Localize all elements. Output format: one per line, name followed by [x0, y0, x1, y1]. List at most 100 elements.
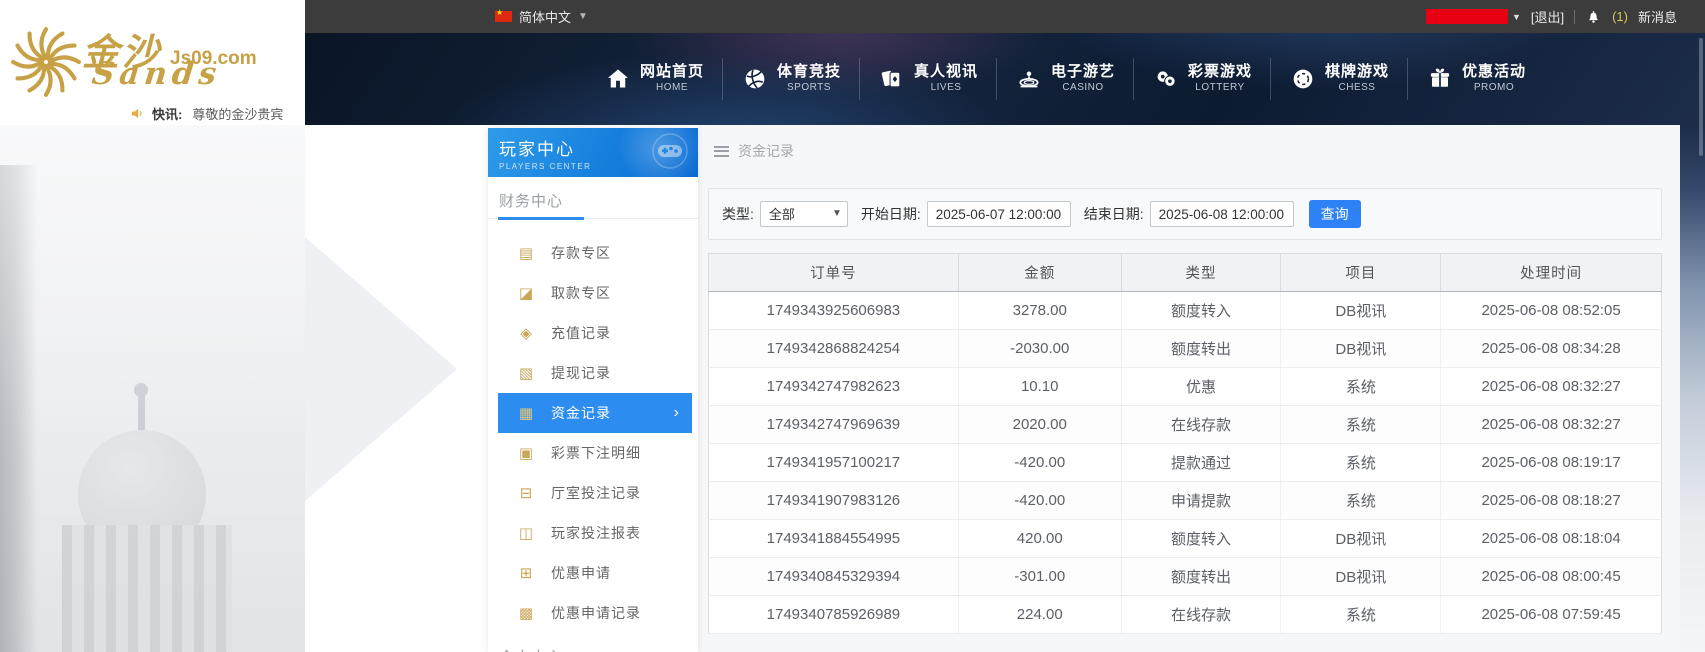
table-row: 1749341907983126 -420.00 申请提款 系统 2025-06…	[708, 481, 1662, 520]
nav-label: 电子游艺	[1050, 63, 1115, 81]
promo-apply-icon: ⊞	[519, 565, 533, 582]
home-icon	[608, 69, 628, 88]
header-project: 项目	[1280, 253, 1442, 292]
scrollbar-thumb[interactable]	[1699, 38, 1703, 156]
messages-link[interactable]: 新消息	[1637, 10, 1677, 25]
sidebar-title: 玩家中心	[499, 140, 575, 159]
table-row: 1749342747969639 2020.00 在线存款 系统 2025-06…	[708, 405, 1662, 444]
breadcrumb: 资金记录	[714, 141, 794, 161]
gamepad-icon	[652, 133, 688, 169]
sidebar-item[interactable]: ▩ 优惠申请记录	[498, 593, 692, 633]
cell-process-time: 2025-06-08 08:19:17	[1440, 443, 1662, 482]
withdrawal-record-icon: ▧	[518, 365, 534, 382]
recharge-record-icon: ◈	[520, 325, 532, 342]
cell-project: 系统	[1280, 367, 1442, 406]
sidebar-item[interactable]: ▦ 资金记录 ›	[498, 393, 692, 433]
cell-project: 系统	[1280, 595, 1442, 634]
nav-item-sports[interactable]: 体育竞技 SPORTS	[723, 49, 860, 109]
header-process-time: 处理时间	[1440, 253, 1662, 292]
sidebar-menu: ▤ 存款专区 ◪ 取款专区 ◈ 充值记录 ▧ 提现记录 ▦ 资金记录 › ▣	[488, 233, 698, 633]
nav-item-casino[interactable]: 电子游艺 CASINO	[997, 49, 1134, 109]
cell-order-no: 1749342868824254	[708, 329, 959, 368]
chevron-down-icon: ▼	[578, 11, 588, 22]
header-order-no: 订单号	[708, 253, 959, 292]
sidebar-item[interactable]: ▣ 彩票下注明细	[498, 433, 692, 473]
deposit-card-icon: ▤	[518, 245, 534, 262]
nav-item-lottery[interactable]: 彩票游戏 LOTTERY	[1134, 49, 1271, 109]
funds-record-icon: ▦	[518, 405, 534, 422]
cell-order-no: 1749341907983126	[708, 481, 959, 520]
sidebar-item-label: 资金记录	[551, 405, 611, 421]
hamburger-icon[interactable]	[714, 145, 729, 157]
sidebar-item[interactable]: ◈ 充值记录	[498, 313, 692, 353]
cell-project: DB视讯	[1280, 291, 1442, 330]
players-center-sidebar: 玩家中心 PLAYERS CENTER 财务中心 ▤ 存款专区 ◪ 取款专区 ◈…	[488, 128, 698, 652]
bell-icon[interactable]	[1585, 8, 1602, 26]
end-date-label: 结束日期:	[1083, 206, 1144, 222]
nav-item-home[interactable]: 网站首页 HOME	[586, 49, 723, 109]
sports-ball-icon	[745, 69, 765, 89]
end-date-input[interactable]	[1149, 201, 1294, 227]
cell-type: 在线存款	[1120, 405, 1282, 444]
username-redacted[interactable]	[1425, 9, 1508, 24]
nav-item-promo[interactable]: 优惠活动 PROMO	[1408, 49, 1545, 109]
user-group: ▼ [退出] (1) 新消息	[1425, 0, 1677, 33]
page-gutter	[305, 125, 488, 652]
sidebar-item[interactable]: ⊟ 厅室投注记录	[498, 473, 692, 513]
lottery-balls-icon	[1157, 71, 1176, 87]
start-date-label: 开始日期:	[860, 206, 921, 222]
watermark-triangle	[305, 237, 457, 501]
start-date-input[interactable]	[926, 201, 1071, 227]
table-row: 1749340845329394 -301.00 额度转出 DB视讯 2025-…	[708, 557, 1662, 596]
cell-order-no: 1749343925606983	[708, 291, 959, 330]
cell-amount: 10.10	[957, 367, 1122, 406]
nav-label: 体育竞技	[776, 63, 841, 81]
cell-process-time: 2025-06-08 08:32:27	[1440, 367, 1662, 406]
cell-project: DB视讯	[1280, 557, 1442, 596]
cell-process-time: 2025-06-08 08:00:45	[1440, 557, 1662, 596]
sidebar-item-label: 彩票下注明细	[551, 445, 641, 461]
page-right-background	[1680, 125, 1705, 652]
logo-domain-text[interactable]: Js09.com	[170, 48, 257, 69]
language-selector[interactable]: ★ 简体中文 ▼	[495, 0, 588, 33]
playing-cards-icon	[881, 70, 901, 88]
cell-amount: -301.00	[957, 557, 1122, 596]
cell-type: 在线存款	[1120, 595, 1282, 634]
cell-process-time: 2025-06-08 08:34:28	[1440, 329, 1662, 368]
gift-icon	[1430, 68, 1450, 87]
sidebar-item[interactable]: ◫ 玩家投注报表	[498, 513, 692, 553]
cell-type: 额度转入	[1120, 291, 1282, 330]
header-type: 类型	[1120, 253, 1282, 292]
cell-type: 提款通过	[1120, 443, 1282, 482]
cell-order-no: 1749340785926989	[708, 595, 959, 634]
header-amount: 金额	[957, 253, 1122, 292]
sands-sun-logo-icon	[8, 24, 84, 100]
poker-chip-icon	[1293, 69, 1313, 89]
section-personal-heading: 个人中心	[488, 633, 698, 652]
table-row: 1749343925606983 3278.00 额度转入 DB视讯 2025-…	[708, 291, 1662, 330]
nav-item-chess[interactable]: 棋牌游戏 CHESS	[1271, 49, 1408, 109]
nav-item-lives[interactable]: 真人视讯 LIVES	[860, 49, 997, 109]
ticker-label: 快讯:	[152, 106, 183, 122]
sidebar-item-label: 玩家投注报表	[551, 525, 641, 541]
table-row: 1749341957100217 -420.00 提款通过 系统 2025-06…	[708, 443, 1662, 482]
logo-en-text[interactable]: Sands	[90, 56, 224, 92]
sidebar-item[interactable]: ◪ 取款专区	[498, 273, 692, 313]
sidebar-item-label: 优惠申请记录	[551, 605, 641, 621]
sidebar-item-label: 充值记录	[551, 325, 611, 341]
cell-project: 系统	[1280, 481, 1442, 520]
chevron-down-icon: ▼	[1511, 11, 1521, 22]
sidebar-item[interactable]: ▧ 提现记录	[498, 353, 692, 393]
logo-cn-text[interactable]: 金沙	[82, 30, 162, 74]
language-label: 简体中文	[519, 10, 572, 25]
page-title: 资金记录	[738, 143, 794, 159]
type-select[interactable]: 全部	[759, 201, 848, 227]
sidebar-item[interactable]: ⊞ 优惠申请	[498, 553, 692, 593]
sidebar-item-label: 提现记录	[551, 365, 611, 381]
sidebar-item[interactable]: ▤ 存款专区	[498, 233, 692, 273]
table-row: 1749342747982623 10.10 优惠 系统 2025-06-08 …	[708, 367, 1662, 406]
search-button[interactable]: 查询	[1308, 200, 1361, 228]
filter-bar: 类型: 全部 ▼ 开始日期: 结束日期: 查询	[708, 188, 1662, 240]
withdraw-hand-icon: ◪	[518, 285, 534, 302]
logout-link[interactable]: [退出]	[1530, 10, 1565, 25]
